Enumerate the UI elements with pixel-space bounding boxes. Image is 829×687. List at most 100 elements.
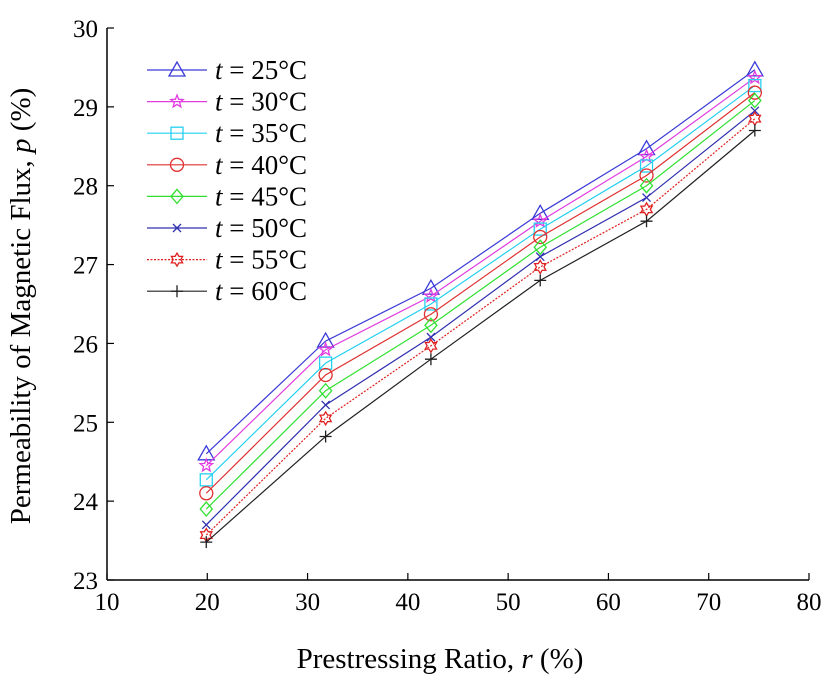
data-point — [534, 274, 547, 287]
x-tick-label: 20 — [195, 589, 220, 616]
x-tick-label: 50 — [496, 589, 521, 616]
y-tick-label: 29 — [73, 95, 98, 122]
data-point — [316, 331, 335, 348]
data-point — [637, 139, 656, 156]
data-point — [201, 520, 211, 530]
data-point — [199, 486, 214, 501]
data-point — [424, 297, 438, 311]
legend-label: t = 60°C — [215, 276, 307, 306]
data-point — [747, 85, 762, 100]
series-8 — [200, 124, 761, 549]
series-line — [205, 100, 756, 510]
legend-item-7: t = 55°C — [147, 245, 307, 275]
series-layer — [197, 60, 764, 549]
x-tick-label: 30 — [295, 589, 320, 616]
data-point — [424, 353, 437, 366]
series-line — [205, 130, 756, 543]
legend-label: t = 45°C — [215, 181, 307, 211]
data-point — [198, 457, 215, 473]
y-tick-label: 28 — [73, 174, 98, 201]
legend-marker — [170, 126, 184, 140]
legend-item-5: t = 45°C — [147, 181, 307, 211]
data-point — [748, 124, 761, 137]
data-point — [750, 106, 760, 116]
legend-label: t = 25°C — [215, 55, 307, 85]
data-point — [423, 307, 439, 322]
data-point — [748, 78, 762, 93]
data-point — [423, 287, 439, 303]
series-line — [205, 85, 756, 481]
legend-marker — [169, 157, 185, 172]
series-6 — [201, 106, 760, 530]
data-point — [745, 60, 764, 77]
legend-marker — [171, 285, 183, 298]
legend-label: t = 40°C — [215, 150, 307, 180]
data-point — [318, 356, 333, 370]
legend-label: t = 55°C — [215, 245, 307, 275]
x-axis-label: Prestressing Ratio, r (%) — [297, 643, 584, 675]
y-tick-label: 27 — [73, 253, 98, 280]
series-line — [205, 92, 756, 494]
legend-item-6: t = 50°C — [147, 213, 307, 243]
data-point — [639, 177, 654, 194]
series-5 — [199, 92, 762, 518]
series-line — [205, 118, 756, 536]
x-tick-label: 70 — [696, 589, 721, 616]
data-point — [533, 222, 547, 236]
series-line — [205, 69, 756, 455]
data-point — [200, 536, 213, 549]
data-point — [199, 473, 213, 487]
legend-item-1: t = 25°C — [147, 55, 307, 85]
series-4 — [199, 85, 762, 501]
x-tick-label: 40 — [395, 589, 420, 616]
series-line — [205, 77, 756, 467]
data-point — [746, 69, 763, 85]
y-tick-label: 23 — [73, 568, 98, 595]
data-point — [533, 259, 547, 275]
data-point — [535, 252, 545, 262]
data-point — [642, 193, 651, 203]
data-point — [639, 168, 654, 183]
data-point — [318, 382, 333, 399]
series-line — [205, 110, 756, 526]
legend-label: t = 30°C — [215, 87, 307, 117]
data-point — [199, 501, 214, 518]
data-point — [424, 338, 438, 354]
series-2 — [198, 69, 763, 473]
legend-marker — [170, 251, 184, 268]
y-tick-label: 25 — [73, 410, 98, 437]
data-point — [319, 430, 332, 443]
series-3 — [199, 78, 762, 487]
legend-marker — [172, 223, 182, 233]
y-axis-label: Permeability of Magnetic Flux, p (%) — [5, 88, 37, 525]
data-point — [531, 204, 550, 220]
legend-marker — [170, 188, 184, 205]
data-point — [533, 229, 548, 245]
legend-label: t = 35°C — [215, 118, 307, 148]
legend-item-3: t = 35°C — [147, 118, 307, 148]
x-tick-label: 10 — [95, 589, 120, 616]
data-point — [321, 400, 331, 410]
data-point — [421, 278, 441, 295]
legend-label: t = 50°C — [215, 213, 307, 243]
legend-marker — [167, 60, 187, 77]
legend-item-8: t = 60°C — [147, 276, 307, 306]
data-point — [426, 332, 436, 342]
x-tick-label: 60 — [596, 589, 621, 616]
data-point — [317, 341, 334, 357]
legend-item-2: t = 30°C — [147, 87, 307, 117]
y-tick-label: 30 — [73, 16, 98, 43]
data-point — [532, 212, 549, 228]
data-point — [640, 215, 653, 228]
series-1 — [197, 60, 764, 461]
x-tick-label: 80 — [797, 589, 822, 616]
legend-marker — [169, 93, 185, 109]
axes: 10 20 30 40 50 60 70 80 23 24 25 26 27 28 29 30 — [73, 16, 822, 616]
data-point — [638, 148, 655, 164]
y-tick-label: 24 — [73, 489, 99, 516]
legend: t = 25°Ct = 30°Ct = 35°Ct = 40°Ct = 45°C… — [147, 55, 307, 306]
data-point — [533, 239, 548, 256]
data-point — [747, 92, 762, 109]
data-point — [318, 410, 333, 427]
